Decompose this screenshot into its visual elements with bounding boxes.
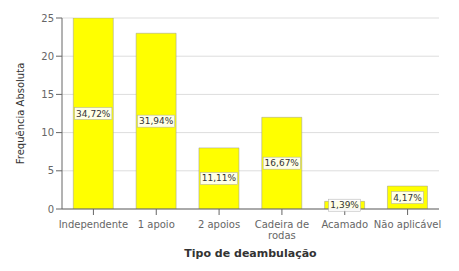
svg-text:31,94%: 31,94% (139, 116, 174, 126)
svg-text:2 apoios: 2 apoios (198, 219, 240, 230)
svg-text:4,17%: 4,17% (393, 193, 422, 203)
svg-text:1 apoio: 1 apoio (138, 219, 175, 230)
svg-text:Cadeira derodas: Cadeira derodas (255, 219, 309, 241)
svg-text:20: 20 (41, 51, 54, 62)
svg-text:25: 25 (41, 13, 54, 24)
svg-text:34,72%: 34,72% (76, 109, 111, 119)
svg-text:0: 0 (48, 204, 54, 215)
svg-text:10: 10 (41, 127, 54, 138)
svg-text:Acamado: Acamado (321, 219, 368, 230)
svg-text:Independente: Independente (59, 219, 129, 230)
svg-text:Não aplicável: Não aplicável (374, 219, 441, 230)
svg-text:16,67%: 16,67% (265, 158, 300, 168)
svg-text:5: 5 (48, 165, 54, 176)
svg-text:15: 15 (41, 89, 54, 100)
svg-text:Frequência Absoluta: Frequência Absoluta (15, 63, 26, 165)
svg-text:Tipo de deambulação: Tipo de deambulação (184, 247, 317, 260)
svg-text:11,11%: 11,11% (202, 173, 237, 183)
svg-text:1,39%: 1,39% (330, 200, 359, 210)
